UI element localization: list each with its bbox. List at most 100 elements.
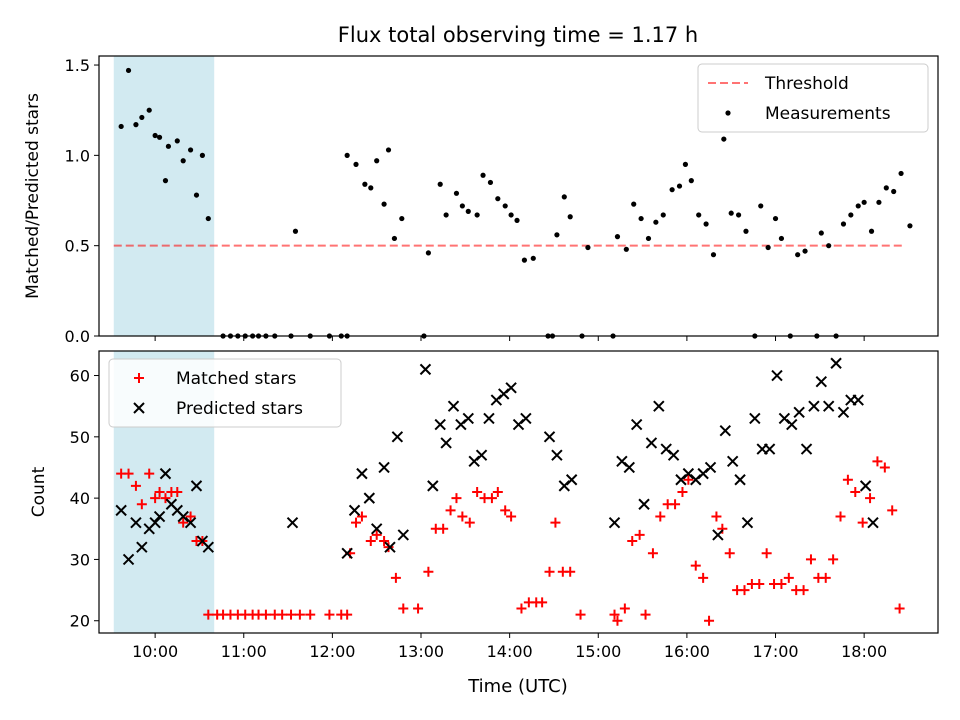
data-point — [447, 400, 460, 412]
data-point — [371, 529, 382, 540]
data-point — [474, 212, 480, 218]
data-point — [565, 566, 576, 577]
data-point — [719, 424, 732, 437]
data-point — [193, 192, 200, 198]
data-point — [472, 487, 483, 497]
data-point — [623, 246, 629, 252]
data-point — [537, 597, 548, 608]
data-point — [185, 511, 196, 522]
data-point — [483, 412, 495, 425]
data-point — [445, 505, 456, 516]
data-point — [786, 418, 798, 431]
data-point — [521, 257, 528, 263]
data-point — [704, 461, 717, 474]
data-point — [130, 516, 142, 529]
data-point — [362, 181, 368, 187]
data-point — [502, 203, 508, 209]
data-point — [459, 203, 465, 209]
data-point — [139, 114, 145, 121]
y-tick-label: 40 — [70, 489, 90, 508]
data-point — [898, 170, 904, 177]
data-point — [765, 244, 771, 251]
data-point — [457, 511, 468, 522]
x-tick-label: 14:00 — [487, 642, 533, 661]
data-point — [820, 572, 831, 583]
plot-frame — [98, 350, 939, 634]
y-tick-label: 60 — [70, 367, 90, 386]
data-point — [710, 252, 717, 258]
data-point — [640, 609, 651, 620]
data-point — [356, 467, 368, 480]
data-point — [741, 516, 754, 529]
data-point — [292, 228, 299, 234]
legend-box — [697, 63, 929, 133]
data-point — [630, 418, 643, 431]
y-tick-label: 0.0 — [65, 327, 90, 346]
data-point — [567, 214, 573, 220]
data-point — [894, 603, 905, 614]
data-point — [861, 199, 867, 205]
data-point — [184, 516, 197, 529]
data-point — [835, 511, 846, 522]
data-point — [159, 467, 172, 480]
data-point — [152, 132, 158, 139]
data-point — [840, 221, 847, 227]
data-point — [505, 382, 517, 394]
series-matched-stars — [116, 456, 905, 626]
data-point — [486, 493, 497, 504]
legend-label: Matched stars — [176, 369, 296, 389]
data-point — [122, 553, 135, 566]
data-point — [683, 474, 694, 485]
data-point — [609, 609, 620, 620]
data-point — [623, 461, 635, 474]
data-point — [550, 517, 561, 528]
data-point — [115, 504, 127, 517]
data-point — [660, 212, 666, 218]
data-point — [130, 480, 141, 491]
data-point — [879, 462, 890, 473]
data-point — [857, 517, 868, 528]
data-point — [199, 152, 205, 158]
data-point — [783, 572, 794, 583]
data-point — [802, 248, 808, 254]
y-tick-label: 0.5 — [65, 237, 90, 256]
data-point — [146, 107, 152, 113]
data-point — [712, 529, 724, 541]
data-point — [125, 67, 132, 74]
data-point — [795, 252, 801, 258]
data-point — [818, 230, 824, 236]
data-point — [475, 449, 488, 461]
data-point — [842, 474, 853, 485]
data-point — [859, 480, 872, 492]
data-point — [508, 212, 514, 218]
data-point — [585, 244, 591, 251]
data-point — [793, 406, 805, 419]
data-point — [205, 215, 211, 222]
data-point — [677, 487, 688, 497]
data-point — [670, 499, 681, 510]
legend-label: Threshold — [764, 74, 849, 94]
data-point — [341, 547, 353, 560]
data-point — [123, 468, 134, 479]
data-point — [451, 493, 462, 504]
data-point — [520, 412, 532, 425]
x-tick-label: 17:00 — [752, 642, 798, 661]
y-tick-label: 30 — [70, 550, 90, 569]
y-axis-label: Matched/Predicted stars — [23, 93, 43, 299]
data-point — [543, 431, 556, 443]
data-point — [696, 212, 702, 218]
data-point — [868, 228, 875, 234]
data-point — [876, 199, 882, 205]
data-point — [154, 487, 165, 497]
data-point — [647, 548, 658, 559]
data-point — [383, 542, 394, 553]
x-tick-label: 16:00 — [664, 642, 710, 661]
series-predicted-stars — [115, 357, 879, 566]
flux-ratio-panel: 0.0 0.5 1.0 1.5 Matched/Predicted stars Thres… — [23, 55, 939, 346]
data-point — [828, 554, 839, 565]
data-point — [739, 585, 750, 596]
data-point — [438, 523, 449, 534]
data-point — [627, 536, 638, 547]
data-point — [690, 560, 701, 571]
data-point — [277, 609, 288, 620]
